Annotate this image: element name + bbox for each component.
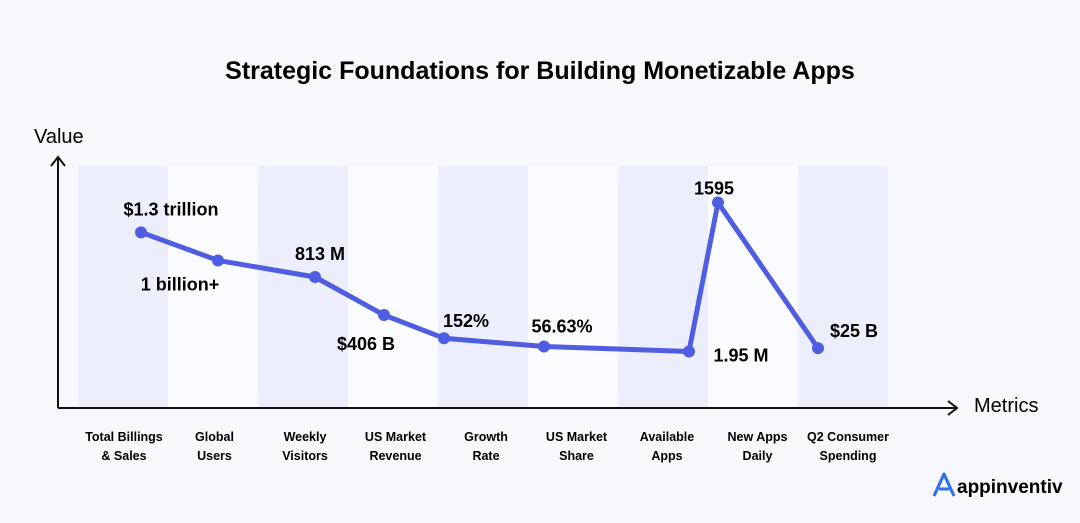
column-band [528,166,618,408]
chart-title: Strategic Foundations for Building Monet… [225,57,855,85]
brand-name: appinventiv [957,477,1063,498]
data-label: 1595 [694,179,734,199]
column-band [618,166,708,408]
x-tick-label: & Sales [101,449,146,463]
data-point [538,340,550,353]
data-label: $406 B [337,334,395,354]
y-axis-arrow [50,155,66,167]
data-points [135,196,824,358]
column-band [348,166,438,408]
data-point [712,196,724,209]
data-point [212,254,224,267]
x-tick-label: Rate [472,449,499,463]
x-tick-label: Q2 Consumer [807,430,889,444]
data-label: 813 M [295,244,345,264]
data-label: 152% [443,311,489,331]
data-label: $25 B [830,321,878,341]
x-tick-label: Daily [743,449,773,463]
data-point [135,226,147,239]
x-tick-labels: Total Billings & Sales Global Users Weekly Vi… [85,430,889,463]
x-tick-label: Weekly [284,430,327,444]
x-tick-label: Spending [820,449,877,463]
x-tick-label: Visitors [282,449,328,463]
axes [50,155,959,416]
data-label: 56.63% [531,316,592,336]
x-axis-title: Metrics [974,395,1038,417]
column-band [168,166,258,408]
x-tick-label: Users [197,449,232,463]
column-bands [78,166,888,408]
x-tick-label: Revenue [369,449,421,463]
data-label: $1.3 trillion [123,199,218,219]
brand-logo: appinventiv [932,472,1063,498]
data-point [812,342,824,355]
data-point [683,345,695,358]
x-tick-label: Total Billings [85,430,163,444]
brand-logo-icon [932,472,956,497]
x-tick-label: Global [195,430,234,444]
x-tick-label: Available [640,430,694,444]
data-label: 1 billion+ [141,274,220,294]
x-tick-label: Growth [464,430,508,444]
x-tick-label: Share [559,449,594,463]
data-point [378,309,390,322]
column-band [798,166,888,408]
x-tick-label: US Market [546,430,608,444]
y-axis-title: Value [34,126,84,148]
data-point [438,332,450,345]
column-band [78,166,168,408]
x-tick-label: New Apps [728,430,788,444]
data-label: 1.95 M [713,345,768,365]
data-labels: $1.3 trillion 1 billion+ 813 M $406 B 152% 56… [123,179,878,366]
x-tick-label: Apps [651,449,682,463]
column-band [438,166,528,408]
x-axis-arrow [947,400,959,416]
x-tick-label: US Market [365,430,427,444]
data-point [309,271,321,283]
